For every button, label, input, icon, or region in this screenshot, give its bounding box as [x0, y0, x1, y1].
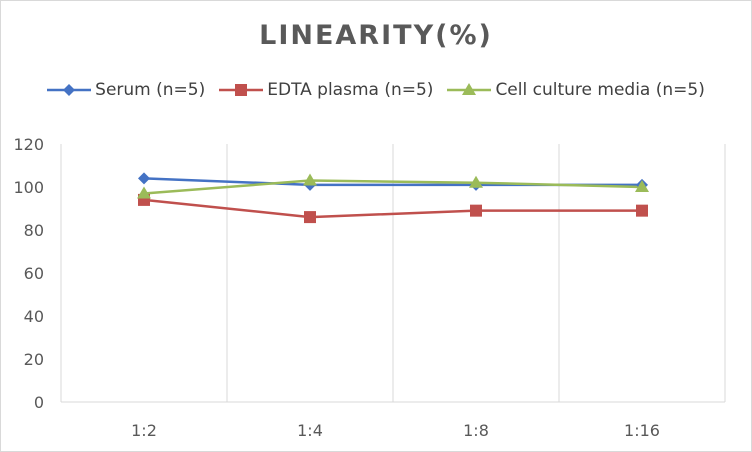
y-tick-label: 80: [24, 221, 44, 240]
legend-label-edta-plasma: EDTA plasma (n=5): [267, 80, 434, 100]
series-line-cell-culture-media: [143, 179, 643, 195]
legend-marker-shape: [63, 84, 76, 96]
y-tick-label: 120: [13, 135, 44, 154]
legend-marker-cell-culture-media: [447, 83, 492, 95]
legend-item-cell-culture-media: Cell culture media (n=5): [447, 80, 705, 100]
legend-marker-serum: [47, 84, 92, 96]
data-point-edta-plasma: [470, 204, 482, 217]
y-tick-label: 100: [13, 178, 44, 197]
data-point-cell-culture-media: [303, 173, 317, 186]
legend-item-serum: Serum (n=5): [47, 80, 205, 100]
legend-label-serum: Serum (n=5): [95, 80, 206, 100]
legend-marker-shape: [462, 83, 477, 95]
legend: Serum (n=5) EDTA plasma (n=5) Cell cultu…: [0, 80, 752, 100]
series-line-edta-plasma: [143, 198, 642, 219]
data-point-cell-culture-media: [137, 186, 151, 199]
legend-marker-shape: [235, 84, 248, 96]
y-tick-label: 20: [24, 350, 44, 369]
x-tick-label: 1:4: [297, 421, 323, 440]
data-point-cell-culture-media: [635, 180, 649, 192]
y-tick-label: 60: [24, 264, 44, 283]
data-point-cell-culture-media: [469, 175, 483, 188]
legend-marker-edta-plasma: [219, 84, 264, 96]
y-tick-label: 0: [34, 393, 44, 412]
x-tick-label: 1:2: [131, 421, 157, 440]
y-tick-label: 40: [24, 307, 44, 326]
chart-title: LINEARITY(%): [259, 20, 493, 51]
legend-label-cell-culture-media: Cell culture media (n=5): [495, 80, 705, 100]
x-tick-label: 1:8: [463, 421, 489, 440]
data-point-edta-plasma: [636, 204, 648, 217]
data-point-serum: [138, 172, 150, 185]
legend-item-edta-plasma: EDTA plasma (n=5): [219, 80, 433, 100]
data-point-edta-plasma: [304, 211, 316, 224]
x-tick-label: 1:16: [624, 421, 660, 440]
